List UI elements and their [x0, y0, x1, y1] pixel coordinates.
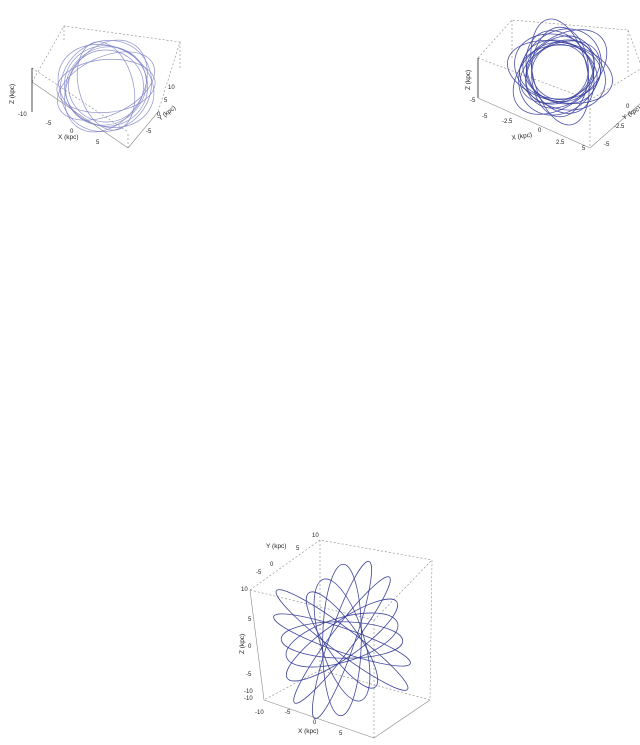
plot-2-ytick-0: -5 [604, 142, 610, 148]
plot-1-ztick-0: -10 [18, 112, 27, 118]
orbits-1-orbit-7 [65, 46, 147, 126]
orbits-2-orbit-8 [525, 42, 595, 102]
plot-2-box [477, 19, 640, 149]
orbits-1-orbit-3 [57, 51, 155, 121]
orbits-2-orbit-11 [512, 29, 608, 115]
orbits-3-orbit-8 [273, 613, 411, 667]
plot-3-xtick-1: -5 [285, 710, 291, 716]
orbit-plot-3: X (kpc) Y (kpc) Z (kpc) -10 -5 0 5 -5 0 … [239, 533, 433, 739]
plot-3-ztick-3: -5 [246, 672, 252, 678]
orbit-plot-2: X (kpc) Y (kpc) Z (kpc) -5 -2.5 0 2.5 5 … [465, 18, 640, 152]
orbits-3-orbit-2 [322, 563, 362, 717]
plot-3-ytick-2: 5 [296, 546, 300, 552]
plot-2-ytick-2: 0 [626, 104, 630, 110]
orbits-2-orbit-13 [531, 44, 589, 100]
plot-3-xlabel: X (kpc) [298, 728, 319, 735]
orbits-3-orbit-9 [275, 589, 409, 691]
plot-2-orbit-lines [507, 18, 613, 126]
plot-1-zlabel: Z (kpc) [9, 84, 16, 104]
plot-3-orbit-lines [273, 560, 411, 720]
orbits-3-orbit-1 [313, 578, 371, 702]
plot-2-xtick-2: 0 [538, 128, 542, 134]
plot-1-xlabel: X (kpc) [58, 134, 79, 141]
plot-2-xtick-3: 2.5 [556, 140, 565, 146]
plot-2-ylabel: Y (kpc) [621, 105, 640, 122]
plot-3-ytick-3: 10 [312, 533, 319, 539]
orbits-2-orbit-10 [518, 28, 602, 116]
orbits-2-orbit-3 [525, 35, 595, 109]
plot-3-zlabel: Z (kpc) [239, 634, 246, 654]
plot-3-ztick-2: 0 [248, 644, 252, 650]
plot-3-ztick-5: -10 [244, 696, 253, 702]
plot-1-ytick-1: 0 [157, 112, 161, 118]
orbits-1-orbit-8 [76, 41, 136, 131]
plot-2-xtick-0: -5 [482, 114, 488, 120]
plot-1-xtick-2: 5 [96, 140, 100, 146]
orbits-1-orbit-6 [64, 39, 148, 133]
plot-3-ytick-1: 0 [270, 562, 274, 568]
orbit-plot-1: X (kpc) Y (kpc) Z (kpc) -5 0 5 -5 0 5 10… [9, 25, 181, 149]
plot-3-xtick-3: 5 [339, 731, 343, 737]
plot-1-ytick-0: -5 [146, 129, 152, 135]
orbits-2-orbit-5 [525, 30, 595, 114]
plot-2-xtick-4: 5 [582, 146, 586, 152]
orbits-3-orbit-6 [285, 612, 399, 668]
orbits-3-orbit-5 [285, 598, 399, 682]
plot-2-ztick-0: -5 [470, 98, 476, 104]
plot-1-orbit-lines [56, 39, 156, 133]
plot-2-xtick-1: -2.5 [502, 119, 513, 125]
plot-3-ztick-0: 10 [241, 587, 248, 593]
orbits-3-orbit-0 [305, 591, 379, 689]
orbits-1-orbit-1 [57, 44, 155, 128]
plot-3-xtick-2: 0 [313, 720, 317, 726]
plot-2-zlabel: Z (kpc) [465, 70, 472, 90]
plot-1-ytick-2: 5 [164, 98, 168, 104]
orbits-3-orbit-4 [293, 576, 391, 704]
orbits-1-orbit-4 [56, 58, 156, 114]
orbits-3-orbit-3 [312, 560, 372, 720]
orbits-1-orbit-2 [59, 39, 153, 133]
orbits-2-orbit-2 [514, 33, 606, 111]
orbits-2-orbit-1 [507, 40, 613, 104]
plot-3-ztick-4: -10 [244, 689, 253, 695]
plot-1-xtick-1: 0 [70, 129, 74, 135]
plot-2-xlabel: X (kpc) [511, 131, 532, 141]
plot-3-ztick-1: 5 [248, 617, 252, 623]
plot-1-xtick-0: -5 [46, 121, 52, 127]
plot-2-ytick-1: -2.5 [614, 124, 625, 130]
plot-3-xtick-0: -10 [255, 710, 264, 716]
plot-3-box [249, 539, 433, 739]
orbits-2-orbit-7 [531, 26, 589, 118]
plot-3-ytick-0: -5 [256, 570, 262, 576]
orbits-3-orbit-7 [280, 621, 404, 659]
orbits-2-orbit-6 [530, 18, 590, 126]
plot-3-ylabel: Y (kpc) [266, 543, 286, 550]
orbits-1-orbit-0 [68, 49, 144, 123]
plot-1-ytick-3: 10 [168, 85, 175, 91]
